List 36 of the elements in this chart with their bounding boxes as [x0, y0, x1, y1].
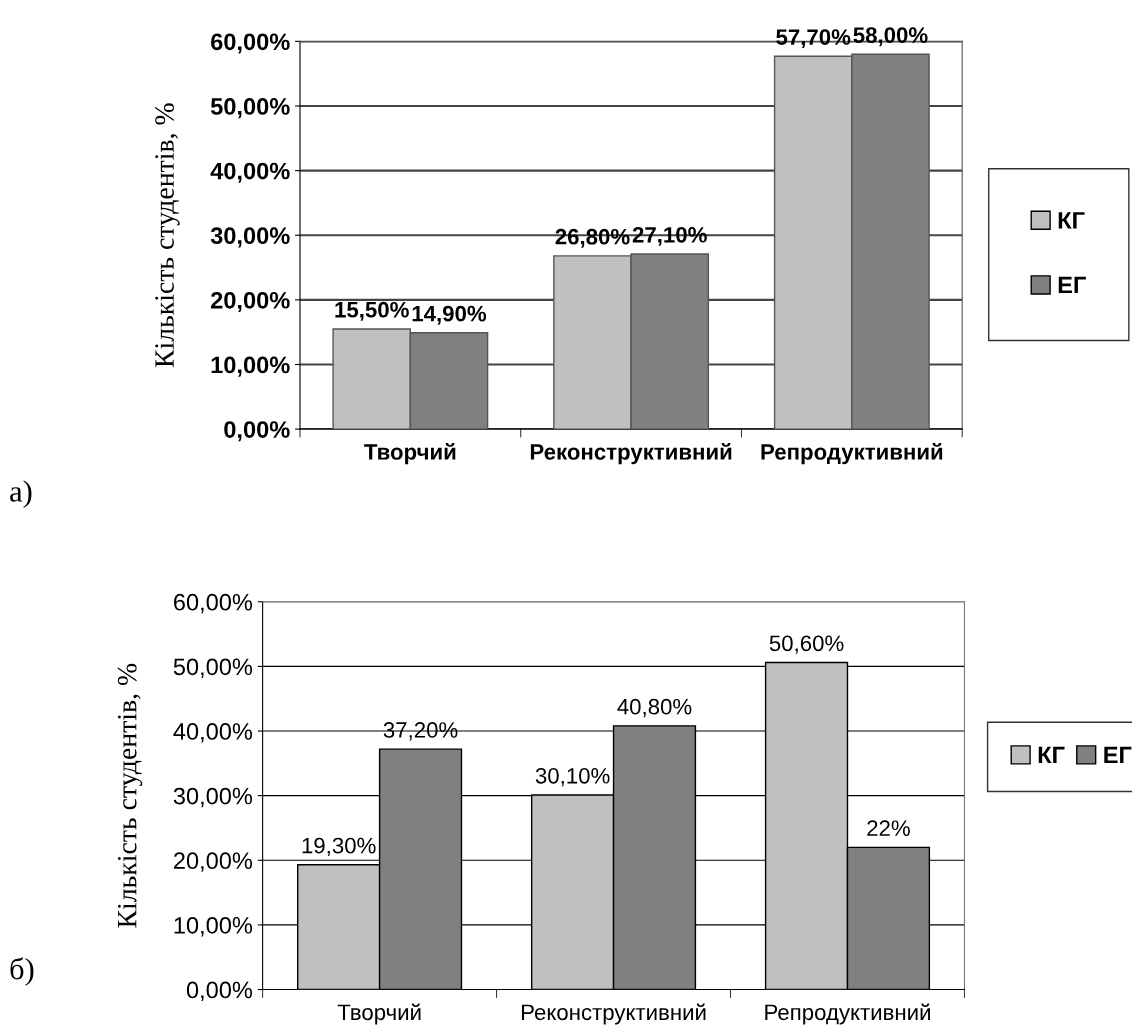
- y-tick-label: 0,00%: [186, 981, 253, 1002]
- x-tick-label: Реконструктивний: [521, 1003, 706, 1025]
- y-tick-label: 40,00%: [210, 162, 290, 183]
- legend-label: ЕГ: [1058, 276, 1086, 294]
- y-tick-label: 40,00%: [173, 723, 253, 743]
- y-tick-label: 0,00%: [224, 421, 290, 442]
- y-tick-label: 20,00%: [211, 291, 290, 313]
- legend-label: ЕГ: [1104, 746, 1132, 764]
- y-tick-label: 30,00%: [173, 787, 253, 808]
- y-tick-label: 60,00%: [174, 593, 253, 614]
- data-label: 30,10%: [535, 767, 610, 787]
- data-label: 15,50%: [335, 301, 409, 321]
- y-tick-label: 10,00%: [174, 916, 253, 937]
- data-label: 40,80%: [617, 698, 692, 718]
- legend-label: КГ: [1038, 746, 1065, 764]
- y-tick-label: 30,00%: [210, 227, 290, 248]
- x-tick-label: Репродуктивний: [761, 443, 943, 465]
- text: б): [10, 957, 34, 986]
- y-tick-label: 60,00%: [211, 33, 290, 54]
- data-label: 37,20%: [383, 722, 458, 741]
- x-tick-label: Творчий: [337, 1003, 421, 1025]
- y-tick-label: 50,00%: [210, 98, 290, 119]
- legend-label: КГ: [1058, 212, 1085, 229]
- y-tick-label: 10,00%: [211, 356, 290, 377]
- y-tick-label: 20,00%: [174, 852, 253, 872]
- x-tick-label: Репродуктивний: [765, 1003, 930, 1025]
- x-tick-label: Творчий: [364, 443, 456, 465]
- y-axis-title: Кількість студентів, %: [155, 103, 180, 368]
- y-tick-label: 50,00%: [173, 658, 253, 678]
- y-axis-title: Кількість студентів, %: [117, 663, 143, 928]
- data-label: 50,60%: [769, 635, 844, 654]
- data-label: 14,90%: [412, 305, 487, 325]
- data-label: 22%: [867, 820, 910, 836]
- data-label: 19,30%: [302, 837, 376, 857]
- text: а): [10, 480, 32, 508]
- x-tick-label: Реконструктивний: [530, 443, 732, 465]
